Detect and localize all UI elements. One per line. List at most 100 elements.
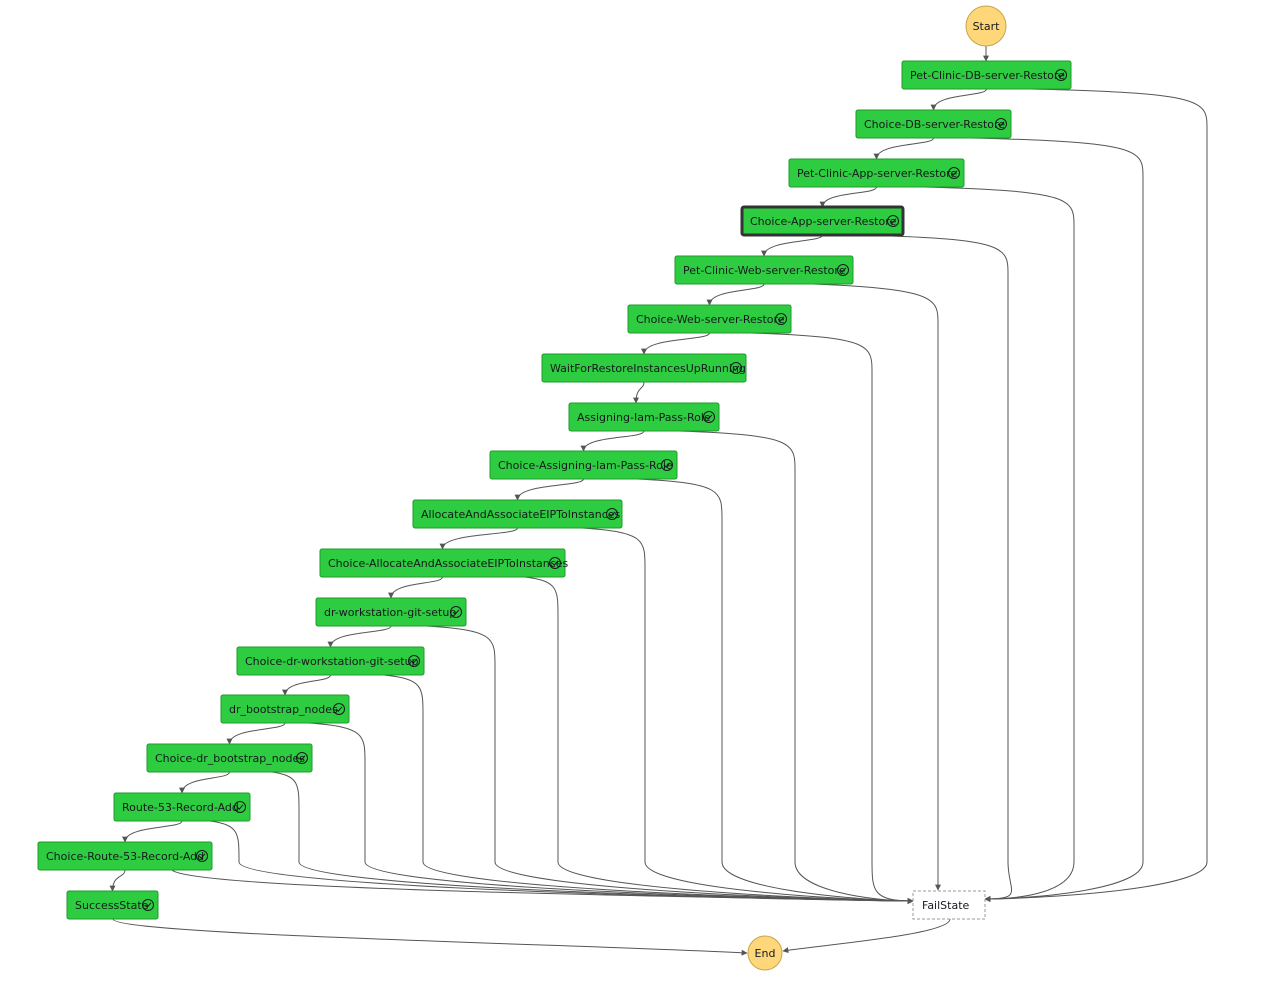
state-label: Assigning-Iam-Pass-Role <box>577 411 711 424</box>
transition-arrow <box>109 869 126 892</box>
status-check <box>777 316 785 322</box>
edges <box>109 46 1208 956</box>
transition-arrow <box>580 430 645 452</box>
state-label: SuccessState <box>75 899 149 912</box>
status-check <box>551 560 559 566</box>
status-check <box>889 218 897 224</box>
state-node[interactable] <box>319 548 566 578</box>
state-label: dr_bootstrap_nodes <box>229 703 338 716</box>
state-node[interactable] <box>568 402 720 432</box>
status-check <box>950 170 958 176</box>
state-node[interactable] <box>236 646 425 676</box>
status-check <box>839 267 847 273</box>
transition-arrow <box>514 478 584 501</box>
state-node[interactable] <box>541 353 747 383</box>
transition-arrow <box>862 234 1012 902</box>
state-node[interactable] <box>855 109 1012 139</box>
transition-arrow <box>970 137 1144 902</box>
status-check <box>298 755 306 761</box>
transition-arrow <box>327 625 392 648</box>
state-node[interactable] <box>113 792 251 822</box>
state-label: Choice-AllocateAndAssociateEIPToInstance… <box>328 557 569 570</box>
transition-arrow <box>308 722 914 904</box>
status-check <box>144 902 152 908</box>
transition-arrow <box>122 820 183 843</box>
state-label: Pet-Clinic-Web-server-Restore <box>683 264 846 277</box>
state-label: Choice-App-server-Restore <box>750 215 896 228</box>
transition-arrow <box>782 918 951 954</box>
transition-arrow <box>812 283 941 891</box>
state-node[interactable] <box>627 304 792 334</box>
transition-arrow <box>581 527 914 904</box>
status-icon <box>703 411 715 423</box>
status-icon <box>948 167 960 179</box>
status-icon <box>333 703 345 715</box>
status-icon <box>661 459 673 471</box>
transition-arrow <box>388 576 443 599</box>
state-label: WaitForRestoreInstancesUpRunning <box>550 362 746 375</box>
state-label: Choice-dr-workstation-git-setup <box>245 655 419 668</box>
end-node <box>747 935 783 971</box>
fail-label: FailState <box>922 899 970 912</box>
state-node[interactable] <box>788 158 965 188</box>
state-node[interactable] <box>146 743 313 773</box>
transition-arrow <box>383 674 914 904</box>
state-node[interactable] <box>674 255 854 285</box>
fail-node[interactable] <box>912 890 986 920</box>
transition-arrow <box>226 722 286 745</box>
state-label: AllocateAndAssociateEIPToInstances <box>421 508 621 521</box>
status-icon <box>995 118 1007 130</box>
transition-arrow <box>984 88 1208 902</box>
state-node[interactable] <box>740 205 905 237</box>
state-node[interactable] <box>489 450 678 480</box>
state-node[interactable] <box>66 890 159 920</box>
status-check <box>997 121 1005 127</box>
state-label: Choice-dr_bootstrap_nodes <box>155 752 305 765</box>
transition-arrow <box>750 332 914 904</box>
transition-arrow <box>641 332 710 355</box>
transition-arrow <box>819 186 877 208</box>
state-label: Pet-Clinic-App-server-Restore <box>797 167 957 180</box>
transition-arrow <box>706 283 765 306</box>
state-label: Route-53-Record-Add <box>122 801 239 814</box>
state-label: Choice-Web-server-Restore <box>636 313 785 326</box>
state-node[interactable] <box>412 499 623 529</box>
status-icon <box>296 752 308 764</box>
status-icon <box>450 606 462 618</box>
state-node[interactable] <box>220 694 350 724</box>
status-icon <box>887 215 899 227</box>
status-check <box>410 658 418 664</box>
transition-arrow <box>112 918 748 956</box>
state-node[interactable] <box>315 597 467 627</box>
transition-arrow <box>171 869 914 904</box>
state-node[interactable] <box>901 60 1072 90</box>
status-icon <box>837 264 849 276</box>
state-label: dr-workstation-git-setup <box>324 606 456 619</box>
status-check <box>705 414 713 420</box>
transition-arrow <box>923 186 1075 902</box>
state-node[interactable] <box>37 841 213 871</box>
status-check <box>663 462 671 468</box>
transition-arrow <box>271 771 914 904</box>
state-label: Choice-Assigning-Iam-Pass-Role <box>498 459 673 472</box>
status-check <box>236 804 244 810</box>
status-check <box>335 706 343 712</box>
status-icon <box>775 313 787 325</box>
state-label: Choice-DB-server-Restore <box>864 118 1005 131</box>
status-check <box>608 511 616 517</box>
status-check <box>732 365 740 371</box>
status-check <box>452 609 460 615</box>
status-icon <box>196 850 208 862</box>
transition-arrow <box>633 381 645 404</box>
transition-arrow <box>282 674 331 696</box>
status-icon <box>408 655 420 667</box>
transition-arrow <box>761 234 823 257</box>
end-label: End <box>755 947 776 960</box>
transition-arrow <box>524 576 914 904</box>
status-icon <box>234 801 246 813</box>
nodes: Pet-Clinic-DB-server-Restore Choice-DB-se… <box>37 5 1072 971</box>
transition-arrow <box>179 771 230 794</box>
transition-arrow <box>636 478 914 904</box>
transition-arrow <box>930 88 987 111</box>
status-icon <box>730 362 742 374</box>
